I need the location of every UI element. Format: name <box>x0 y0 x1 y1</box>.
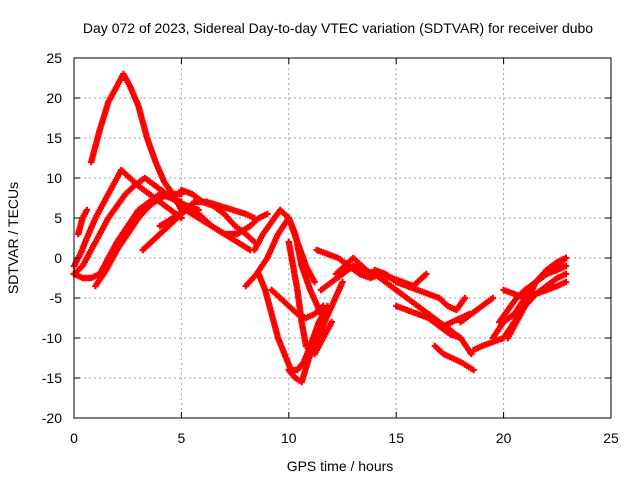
series-track-8 <box>178 186 258 246</box>
data-point <box>367 270 374 278</box>
data-point <box>562 254 570 262</box>
data-point <box>264 210 271 218</box>
data-layer <box>70 70 570 386</box>
series-track-20 <box>371 266 443 302</box>
series-track-10 <box>182 206 271 238</box>
x-tick-label: 25 <box>603 430 619 446</box>
data-point <box>311 278 318 286</box>
series-track-27 <box>457 294 497 326</box>
series-track-32 <box>521 254 570 310</box>
plot-frame <box>73 57 612 419</box>
data-point <box>562 270 570 278</box>
data-point <box>562 278 570 286</box>
data-point <box>489 294 497 302</box>
y-tick-label: 5 <box>54 210 62 226</box>
data-point <box>319 302 327 310</box>
series-track-16 <box>285 278 346 386</box>
x-axis-title: GPS time / hours <box>287 458 394 474</box>
y-tick-label: 10 <box>46 170 62 186</box>
data-point <box>178 198 185 206</box>
data-point <box>562 262 570 270</box>
data-point <box>461 294 469 302</box>
data-point <box>83 206 91 214</box>
y-tick-label: 20 <box>46 90 62 106</box>
x-tick-label: 15 <box>388 430 404 446</box>
y-tick-label: 15 <box>46 130 62 146</box>
y-tick-label: -5 <box>50 290 63 306</box>
x-tick-label: 10 <box>281 430 297 446</box>
y-axis-title: SDTVAR / TECUs <box>5 182 21 294</box>
data-point <box>470 366 477 374</box>
series-track-23 <box>431 342 477 374</box>
series-track-12 <box>251 206 318 286</box>
data-point <box>339 278 346 286</box>
x-tick-label: 20 <box>496 430 512 446</box>
chart-title: Day 072 of 2023, Sidereal Day-to-day VTE… <box>83 20 593 36</box>
x-tick-label: 0 <box>70 430 78 446</box>
y-tick-label: 0 <box>54 250 62 266</box>
data-point <box>468 350 475 358</box>
series-track-22 <box>425 310 475 358</box>
tick-layer: 0 5 10 15 20 25 -20 -15 -10 -5 0 5 10 15 20 25 <box>42 50 619 446</box>
x-tick-label: 5 <box>178 430 186 446</box>
series-track-15 <box>285 238 335 358</box>
y-tick-label: -10 <box>42 330 62 346</box>
series-track-13 <box>255 270 331 374</box>
y-tick-label: 25 <box>46 50 62 66</box>
data-point <box>328 318 335 326</box>
series-track-19 <box>332 254 374 278</box>
grid-layer <box>74 58 611 418</box>
data-point <box>423 270 430 278</box>
series-track-6 <box>92 190 185 290</box>
series-track-5 <box>75 206 91 238</box>
y-tick-label: -20 <box>42 410 62 426</box>
series-track-25 <box>435 294 469 314</box>
y-tick-label: -15 <box>42 370 62 386</box>
